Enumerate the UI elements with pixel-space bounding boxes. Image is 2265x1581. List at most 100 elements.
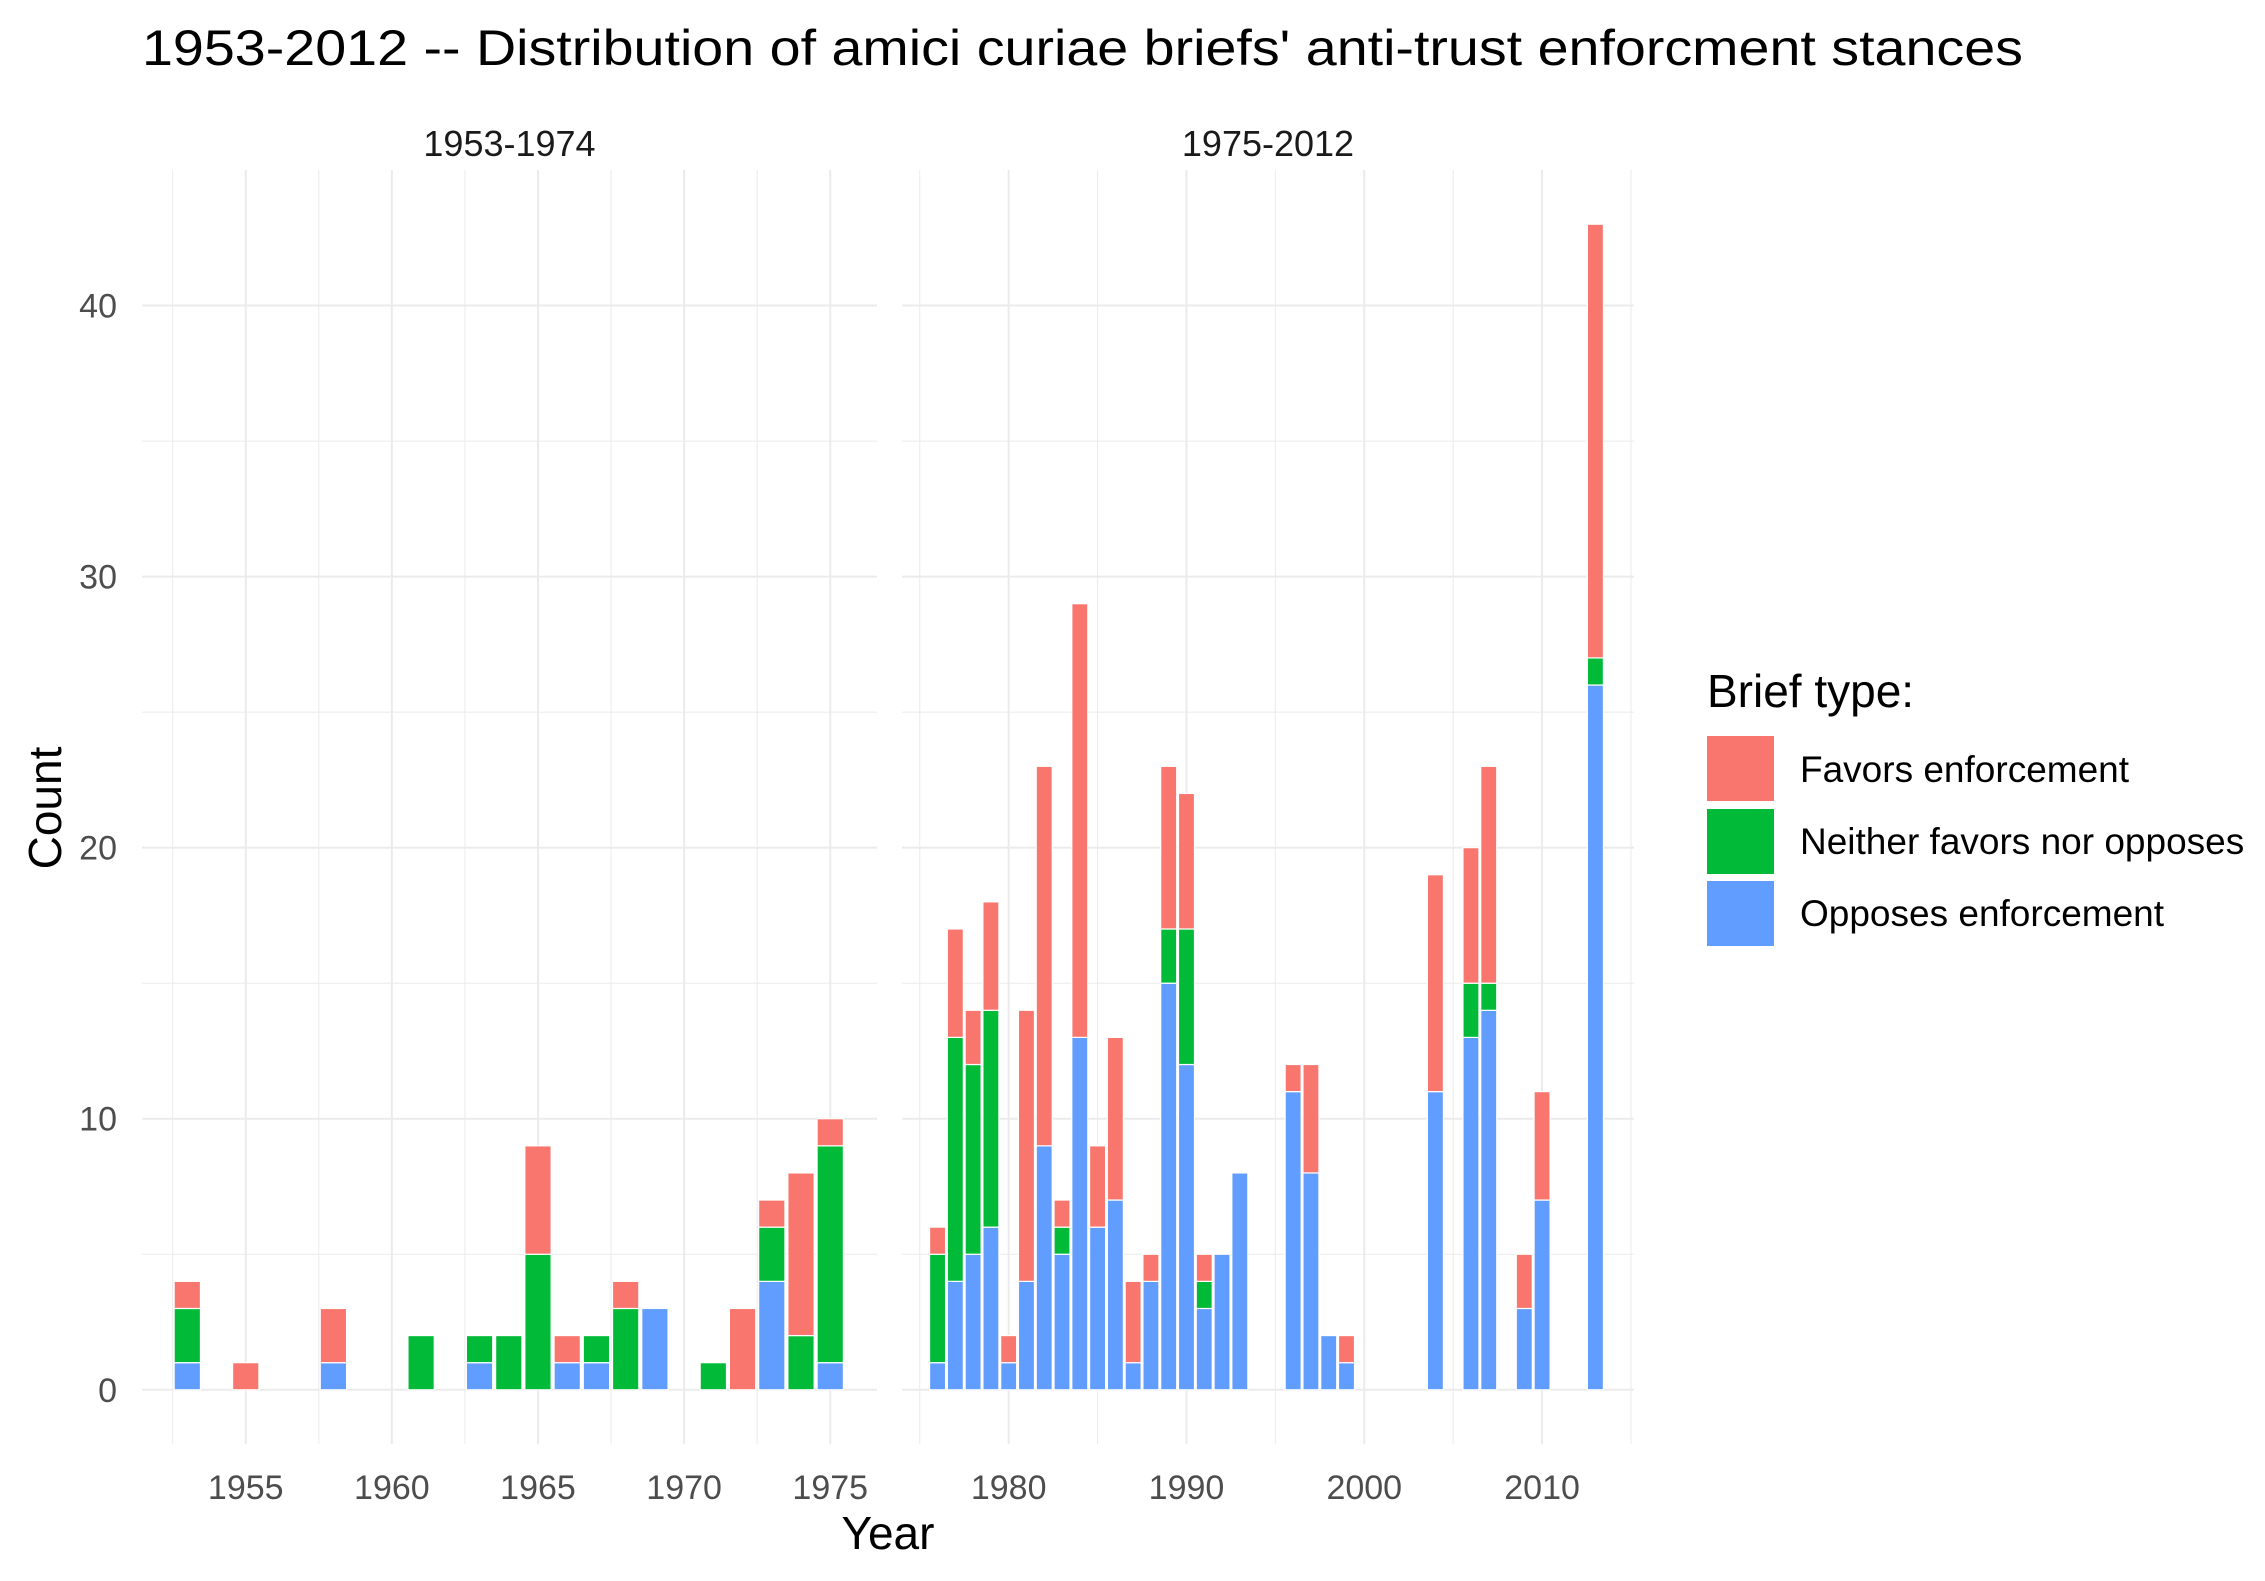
bar-1998-opposes <box>1320 1334 1338 1391</box>
bar-1955-favors <box>231 1362 260 1391</box>
bar-1953-opposes <box>173 1362 202 1391</box>
x-tick-label-1990: 1990 <box>1149 1469 1225 1507</box>
x-tick-label-1975: 1975 <box>792 1469 868 1507</box>
bar-1978-favors <box>964 1009 982 1066</box>
bar-1963-neither <box>465 1334 494 1364</box>
bar-1981-favors <box>1017 1009 1036 1282</box>
bar-2013-favors <box>1586 223 1605 659</box>
bar-1976-opposes <box>928 1362 947 1391</box>
x-tick-label-2010: 2010 <box>1504 1469 1580 1507</box>
bar-1969-opposes <box>641 1307 669 1391</box>
bar-2009-favors <box>1515 1253 1533 1310</box>
bar-1985-favors <box>1088 1145 1107 1228</box>
x-tick-label-1965: 1965 <box>500 1469 576 1507</box>
bar-1958-favors <box>319 1307 348 1364</box>
bar-1975-opposes <box>816 1362 844 1391</box>
bar-1974-favors <box>787 1172 815 1337</box>
y-tick-label-10: 10 <box>79 1101 117 1139</box>
bar-1973-opposes <box>758 1280 786 1391</box>
bar-1973-favors <box>758 1199 786 1228</box>
y-tick-label-40: 40 <box>79 288 117 326</box>
bars <box>173 223 1605 1391</box>
bar-1976-neither <box>928 1253 947 1364</box>
bar-1977-neither <box>946 1036 964 1282</box>
bar-2009-opposes <box>1515 1307 1533 1391</box>
bar-2010-opposes <box>1533 1199 1551 1391</box>
y-tick-label-20: 20 <box>79 830 117 868</box>
legend-label-favors: Favors enforcement <box>1800 749 2130 790</box>
bar-1982-opposes <box>1035 1145 1053 1391</box>
bar-2007-favors <box>1480 765 1498 984</box>
bar-2013-neither <box>1586 657 1605 686</box>
x-tick-label-1960: 1960 <box>354 1469 430 1507</box>
bar-1988-favors <box>1142 1253 1160 1282</box>
bar-2004-opposes <box>1426 1091 1444 1391</box>
bar-1981-opposes <box>1017 1280 1036 1391</box>
bar-2007-neither <box>1480 982 1498 1011</box>
bar-1991-neither <box>1195 1280 1213 1310</box>
bar-2004-favors <box>1426 874 1444 1093</box>
bar-2013-opposes <box>1586 684 1605 1391</box>
bar-1979-favors <box>982 901 1000 1011</box>
bar-1980-favors <box>1000 1334 1018 1364</box>
bar-1973-neither <box>758 1226 786 1282</box>
bar-1997-opposes <box>1302 1172 1320 1391</box>
bar-1985-opposes <box>1088 1226 1107 1391</box>
bar-1984-opposes <box>1071 1036 1089 1391</box>
bar-1976-favors <box>928 1226 947 1255</box>
legend-key-opposes <box>1707 881 1774 946</box>
bar-1961-neither <box>407 1334 435 1391</box>
bar-1975-neither <box>816 1145 844 1364</box>
bar-1964-neither <box>495 1334 523 1391</box>
legend-title: Brief type: <box>1707 665 1914 717</box>
bar-1989-neither <box>1160 928 1178 984</box>
bar-1990-opposes <box>1177 1063 1196 1391</box>
facet-strip-label-right: 1975-2012 <box>1182 123 1354 164</box>
bar-1980-opposes <box>1000 1362 1018 1391</box>
y-tick-label-0: 0 <box>98 1372 117 1410</box>
bar-1968-neither <box>611 1307 640 1391</box>
bar-1999-opposes <box>1337 1362 1356 1391</box>
tick-labels: 1955 1960 1965 1970 1975 1980 1990 2000 2010 0 10 2… <box>79 288 1580 1507</box>
bar-1974-neither <box>787 1334 815 1391</box>
bar-1983-neither <box>1053 1226 1071 1255</box>
bar-1987-opposes <box>1124 1362 1142 1391</box>
bar-1989-favors <box>1160 765 1178 930</box>
bar-1990-neither <box>1177 928 1196 1066</box>
y-axis-title: Count <box>19 746 71 869</box>
x-tick-label-1955: 1955 <box>208 1469 284 1507</box>
bar-1967-neither <box>582 1334 611 1364</box>
bar-1965-neither <box>524 1253 552 1391</box>
bar-1953-neither <box>173 1307 202 1364</box>
bar-1975-favors <box>816 1118 844 1147</box>
bar-1996-favors <box>1284 1063 1302 1093</box>
x-tick-label-1970: 1970 <box>646 1469 722 1507</box>
x-tick-label-1980: 1980 <box>971 1469 1047 1507</box>
bar-1993-opposes <box>1231 1172 1249 1391</box>
bar-1979-opposes <box>982 1226 1000 1391</box>
legend-label-neither: Neither favors nor opposes <box>1800 821 2244 862</box>
facet-strip-label-left: 1953-1974 <box>423 123 595 164</box>
bar-1982-favors <box>1035 765 1053 1147</box>
bar-1986-opposes <box>1106 1199 1124 1391</box>
bar-1977-favors <box>946 928 964 1039</box>
bar-1986-favors <box>1106 1036 1124 1201</box>
bar-1983-opposes <box>1053 1253 1071 1391</box>
bar-1979-neither <box>982 1009 1000 1228</box>
legend: Brief type: Favors enforcement Neither f… <box>1707 665 2244 946</box>
bar-1997-favors <box>1302 1063 1320 1174</box>
bar-1978-opposes <box>964 1253 982 1391</box>
bar-1967-opposes <box>582 1362 611 1391</box>
bar-1987-favors <box>1124 1280 1142 1364</box>
bar-1991-opposes <box>1195 1307 1213 1391</box>
x-axis-title: Year <box>842 1507 935 1559</box>
legend-key-neither <box>1707 809 1774 874</box>
bar-1971-neither <box>699 1362 728 1391</box>
x-tick-label-2000: 2000 <box>1326 1469 1402 1507</box>
bar-1996-opposes <box>1284 1091 1302 1391</box>
bar-1989-opposes <box>1160 982 1178 1391</box>
bar-1991-favors <box>1195 1253 1213 1282</box>
bar-1999-favors <box>1337 1334 1356 1364</box>
bar-1978-neither <box>964 1063 982 1255</box>
bar-2007-opposes <box>1480 1009 1498 1391</box>
